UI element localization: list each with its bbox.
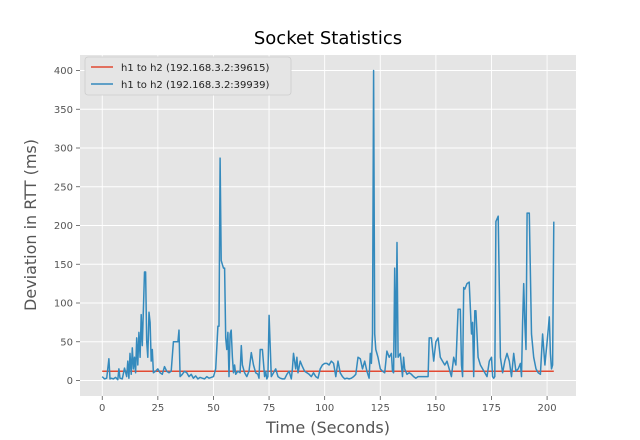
series-lines (101, 69, 555, 381)
x-tick-label: 25 (151, 403, 164, 414)
y-axis-label: Deviation in RTT (ms) (21, 139, 40, 311)
y-tick-label: 250 (54, 182, 73, 193)
legend: h1 to h2 (192.168.3.2:39615) h1 to h2 (1… (84, 56, 292, 96)
grid (80, 55, 576, 396)
y-tick-label: 300 (54, 144, 73, 155)
x-tick-label: 150 (426, 403, 445, 414)
y-tick-label: 100 (54, 299, 73, 310)
ticks: 0 25 50 75 100 125 150 175 200 0 50 100 150 200 250 300… (54, 66, 557, 414)
x-tick-label: 0 (99, 403, 105, 414)
x-tick-label: 125 (371, 403, 390, 414)
y-tick-label: 200 (54, 221, 73, 232)
legend-label-1: h1 to h2 (192.168.3.2:39615) (121, 63, 269, 74)
x-axis-label: Time (Seconds) (265, 418, 390, 437)
series-line-2 (101, 69, 555, 381)
y-tick-label: 50 (60, 337, 73, 348)
y-tick-label: 400 (54, 66, 73, 77)
x-tick-label: 175 (482, 403, 501, 414)
x-tick-label: 100 (315, 403, 334, 414)
x-tick-label: 50 (207, 403, 220, 414)
y-tick-label: 150 (54, 260, 73, 271)
legend-box (84, 56, 292, 96)
x-tick-label: 75 (263, 403, 276, 414)
legend-label-2: h1 to h2 (192.168.3.2:39939) (121, 80, 269, 91)
y-tick-label: 350 (54, 105, 73, 116)
y-tick-label: 0 (67, 376, 73, 387)
x-tick-label: 200 (538, 403, 557, 414)
chart-title: Socket Statistics (254, 28, 402, 49)
